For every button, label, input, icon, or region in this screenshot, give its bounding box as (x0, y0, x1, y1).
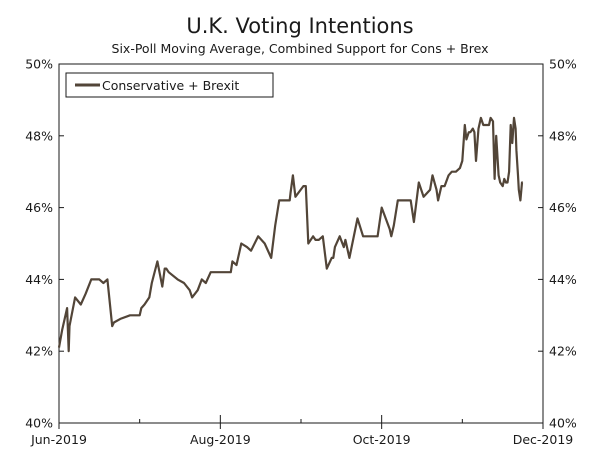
plot-frame (58, 63, 544, 424)
x-tick-label: Dec-2019 (513, 432, 574, 447)
legend-box (65, 72, 274, 98)
y-tick-label-right: 44% (549, 272, 577, 287)
series-line-conservative-brexit (57, 116, 524, 353)
axes-group: 40% 40% 42% 42% 44% 44% 46% 46% 48% 48% 50% 50% Jun-… (25, 57, 577, 448)
y-tick-label-right: 40% (549, 416, 577, 431)
y-tick-label-left: 50% (25, 57, 53, 72)
series-group (57, 116, 524, 353)
legend-label: Conservative + Brexit (102, 78, 239, 93)
x-tick-label: Oct-2019 (353, 432, 411, 447)
y-tick-label-left: 42% (25, 344, 53, 359)
y-tick-label-right: 42% (549, 344, 577, 359)
y-tick-label-right: 50% (549, 57, 577, 72)
y-tick-label-left: 46% (25, 200, 53, 215)
chart-title: U.K. Voting Intentions (186, 14, 413, 38)
legend: Conservative + Brexit (65, 72, 274, 98)
x-tick-label: Aug-2019 (190, 432, 251, 447)
chart-subtitle: Six-Poll Moving Average, Combined Suppor… (112, 41, 489, 56)
y-tick-label-right: 46% (549, 200, 577, 215)
y-tick-label-left: 40% (25, 416, 53, 431)
y-tick-label-left: 44% (25, 272, 53, 287)
x-tick-label: Jun-2019 (30, 432, 87, 447)
y-tick-label-right: 48% (549, 128, 577, 143)
y-tick-label-left: 48% (25, 128, 53, 143)
